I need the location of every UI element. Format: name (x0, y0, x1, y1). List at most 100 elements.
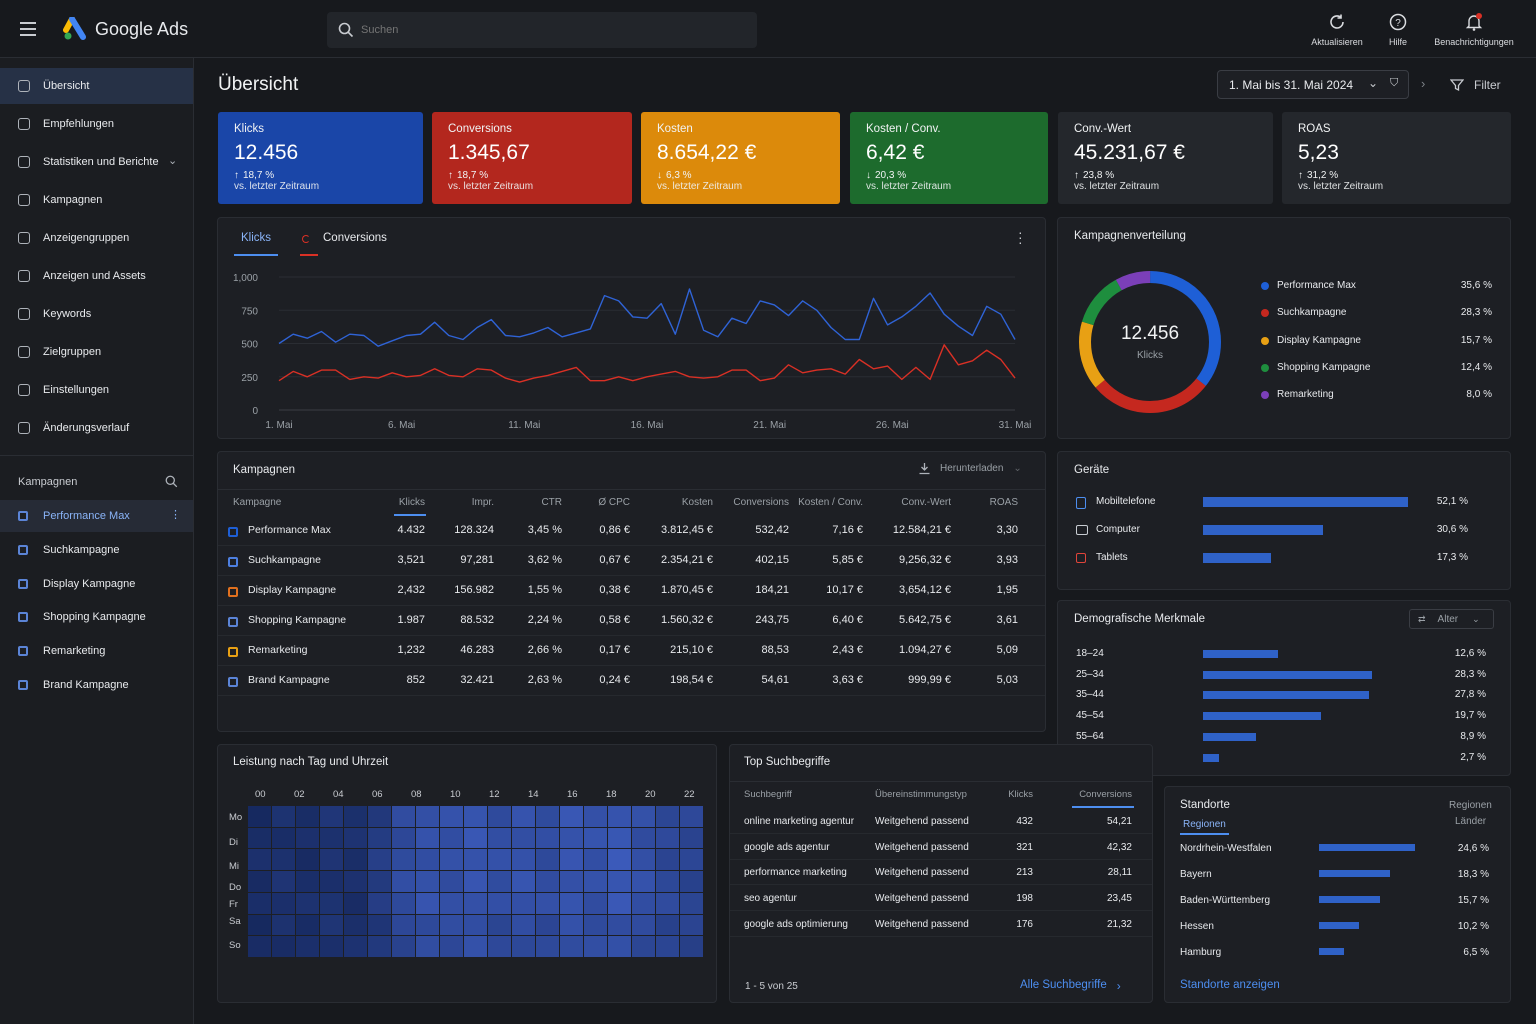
age-selector[interactable]: ⇄ Alter ⌄ (1409, 609, 1494, 629)
heatmap-cell[interactable] (656, 806, 679, 827)
heatmap-cell[interactable] (584, 827, 607, 849)
heatmap-cell[interactable] (584, 914, 607, 936)
heatmap-cell[interactable] (512, 871, 535, 892)
column-header[interactable]: Conversions (1079, 789, 1132, 800)
heatmap-cell[interactable] (392, 827, 415, 849)
heatmap-cell[interactable] (560, 914, 583, 936)
campaign-name[interactable]: Brand Kampagne (248, 674, 330, 686)
heatmap-cell[interactable] (584, 806, 607, 827)
heatmap-cell[interactable] (344, 871, 367, 892)
heatmap-cell[interactable] (464, 806, 487, 827)
table-cell[interactable]: online marketing agentur (744, 816, 855, 827)
heatmap-cell[interactable] (608, 871, 631, 892)
heatmap-cell[interactable] (368, 936, 391, 957)
table-cell[interactable]: google ads optimierung (744, 918, 848, 930)
column-header[interactable]: Kampagne (233, 497, 282, 508)
filter-button[interactable]: Filter (1450, 76, 1501, 94)
heatmap-cell[interactable] (680, 914, 703, 936)
heatmap-cell[interactable] (272, 849, 295, 871)
heatmap-cell[interactable] (656, 827, 679, 849)
heatmap-cell[interactable] (344, 849, 367, 871)
heatmap-cell[interactable] (440, 827, 463, 849)
heatmap-cell[interactable] (272, 871, 295, 892)
heatmap-cell[interactable] (272, 806, 295, 827)
heatmap-cell[interactable] (296, 849, 319, 871)
heatmap-cell[interactable] (560, 849, 583, 871)
campaign-name[interactable]: Suchkampagne (248, 554, 321, 566)
heatmap-cell[interactable] (320, 827, 343, 849)
heatmap-cell[interactable] (416, 936, 439, 957)
heatmap-cell[interactable] (296, 936, 319, 957)
heatmap-cell[interactable] (464, 871, 487, 892)
heatmap-cell[interactable] (632, 892, 655, 914)
heatmap-cell[interactable] (272, 827, 295, 849)
heatmap-cell[interactable] (344, 806, 367, 827)
heatmap-cell[interactable] (464, 892, 487, 914)
heatmap-cell[interactable] (248, 936, 271, 957)
download-button[interactable]: Herunterladen ⌄ (918, 462, 1022, 475)
kpi-card-3[interactable]: Kosten / Conv. 6,42 € ↓ 20,3 % vs. letzter Z… (850, 112, 1048, 204)
kpi-card-0[interactable]: Klicks 12.456 ↑ 18,7 % vs. letzter Zeitraum (218, 112, 423, 204)
heatmap-cell[interactable] (320, 892, 343, 914)
heatmap-cell[interactable] (416, 827, 439, 849)
column-header[interactable]: Conv.-Wert (901, 497, 951, 508)
more-options-icon[interactable]: ⋮ (170, 509, 181, 521)
heatmap-cell[interactable] (512, 914, 535, 936)
heatmap-cell[interactable] (296, 827, 319, 849)
heatmap-cell[interactable] (488, 936, 511, 957)
heatmap-cell[interactable] (512, 849, 535, 871)
tab-klicks[interactable]: Klicks (234, 232, 278, 256)
more-options-icon[interactable]: · · · (1018, 224, 1023, 250)
chevron-right-icon[interactable]: › (1421, 76, 1426, 91)
kpi-card-5[interactable]: ROAS 5,23 ↑ 31,2 % vs. letzter Zeitraum (1282, 112, 1511, 204)
help-button[interactable]: ? Hilfe (1380, 13, 1416, 49)
heatmap-cell[interactable] (320, 871, 343, 892)
campaign-nav-item[interactable]: Brand Kampagne (0, 669, 193, 701)
heatmap-cell[interactable] (560, 871, 583, 892)
heatmap-cell[interactable] (344, 892, 367, 914)
heatmap-cell[interactable] (320, 806, 343, 827)
heatmap-cell[interactable] (392, 936, 415, 957)
heatmap-cell[interactable] (248, 914, 271, 936)
heatmap-cell[interactable] (608, 849, 631, 871)
heatmap-cell[interactable] (296, 871, 319, 892)
heatmap-cell[interactable] (536, 871, 559, 892)
column-header[interactable]: CTR (541, 497, 562, 508)
sidebar-item-3[interactable]: Kampagnen (0, 182, 193, 218)
heatmap-cell[interactable] (344, 914, 367, 936)
column-header[interactable]: Kosten / Conv. (798, 497, 863, 508)
heatmap-cell[interactable] (464, 914, 487, 936)
heatmap-cell[interactable] (320, 849, 343, 871)
table-cell[interactable]: google ads agentur (744, 841, 830, 853)
heatmap-cell[interactable] (560, 827, 583, 849)
heatmap-cell[interactable] (560, 806, 583, 827)
heatmap-cell[interactable] (656, 914, 679, 936)
heatmap-cell[interactable] (416, 914, 439, 936)
heatmap-cell[interactable] (296, 892, 319, 914)
heatmap-cell[interactable] (632, 914, 655, 936)
heatmap-cell[interactable] (392, 871, 415, 892)
heatmap-cell[interactable] (248, 849, 271, 871)
heatmap-cell[interactable] (632, 827, 655, 849)
heatmap-cell[interactable] (344, 936, 367, 957)
heatmap-cell[interactable] (536, 849, 559, 871)
table-cell[interactable]: seo agentur (744, 893, 797, 905)
heatmap-cell[interactable] (440, 914, 463, 936)
heatmap-cell[interactable] (368, 806, 391, 827)
column-header[interactable]: ROAS (989, 497, 1018, 508)
column-header[interactable]: Ø CPC (598, 497, 630, 508)
heatmap-cell[interactable] (536, 936, 559, 957)
heatmap-cell[interactable] (368, 892, 391, 914)
heatmap-cell[interactable] (608, 914, 631, 936)
column-header[interactable]: Übereinstimmungstyp (875, 789, 967, 800)
heatmap-cell[interactable] (464, 827, 487, 849)
heatmap-cell[interactable] (248, 892, 271, 914)
heatmap-cell[interactable] (512, 827, 535, 849)
campaign-name[interactable]: Performance Max (248, 524, 331, 536)
heatmap-cell[interactable] (440, 892, 463, 914)
heatmap-cell[interactable] (608, 936, 631, 957)
heatmap-cell[interactable] (320, 914, 343, 936)
heatmap-cell[interactable] (368, 827, 391, 849)
heatmap-cell[interactable] (560, 936, 583, 957)
heatmap-cell[interactable] (632, 936, 655, 957)
